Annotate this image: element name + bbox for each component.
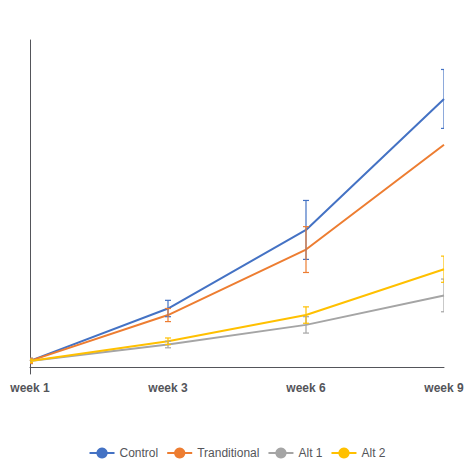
svg-text:Alt 2: Alt 2 xyxy=(361,446,385,460)
svg-text:week 9: week 9 xyxy=(423,381,464,395)
svg-text:week 6: week 6 xyxy=(285,381,326,395)
svg-text:Control: Control xyxy=(120,446,159,460)
svg-text:week 1: week 1 xyxy=(9,381,50,395)
svg-text:Tranditional: Tranditional xyxy=(197,446,259,460)
svg-text:week 3: week 3 xyxy=(147,381,188,395)
svg-text:Alt 1: Alt 1 xyxy=(298,446,322,460)
